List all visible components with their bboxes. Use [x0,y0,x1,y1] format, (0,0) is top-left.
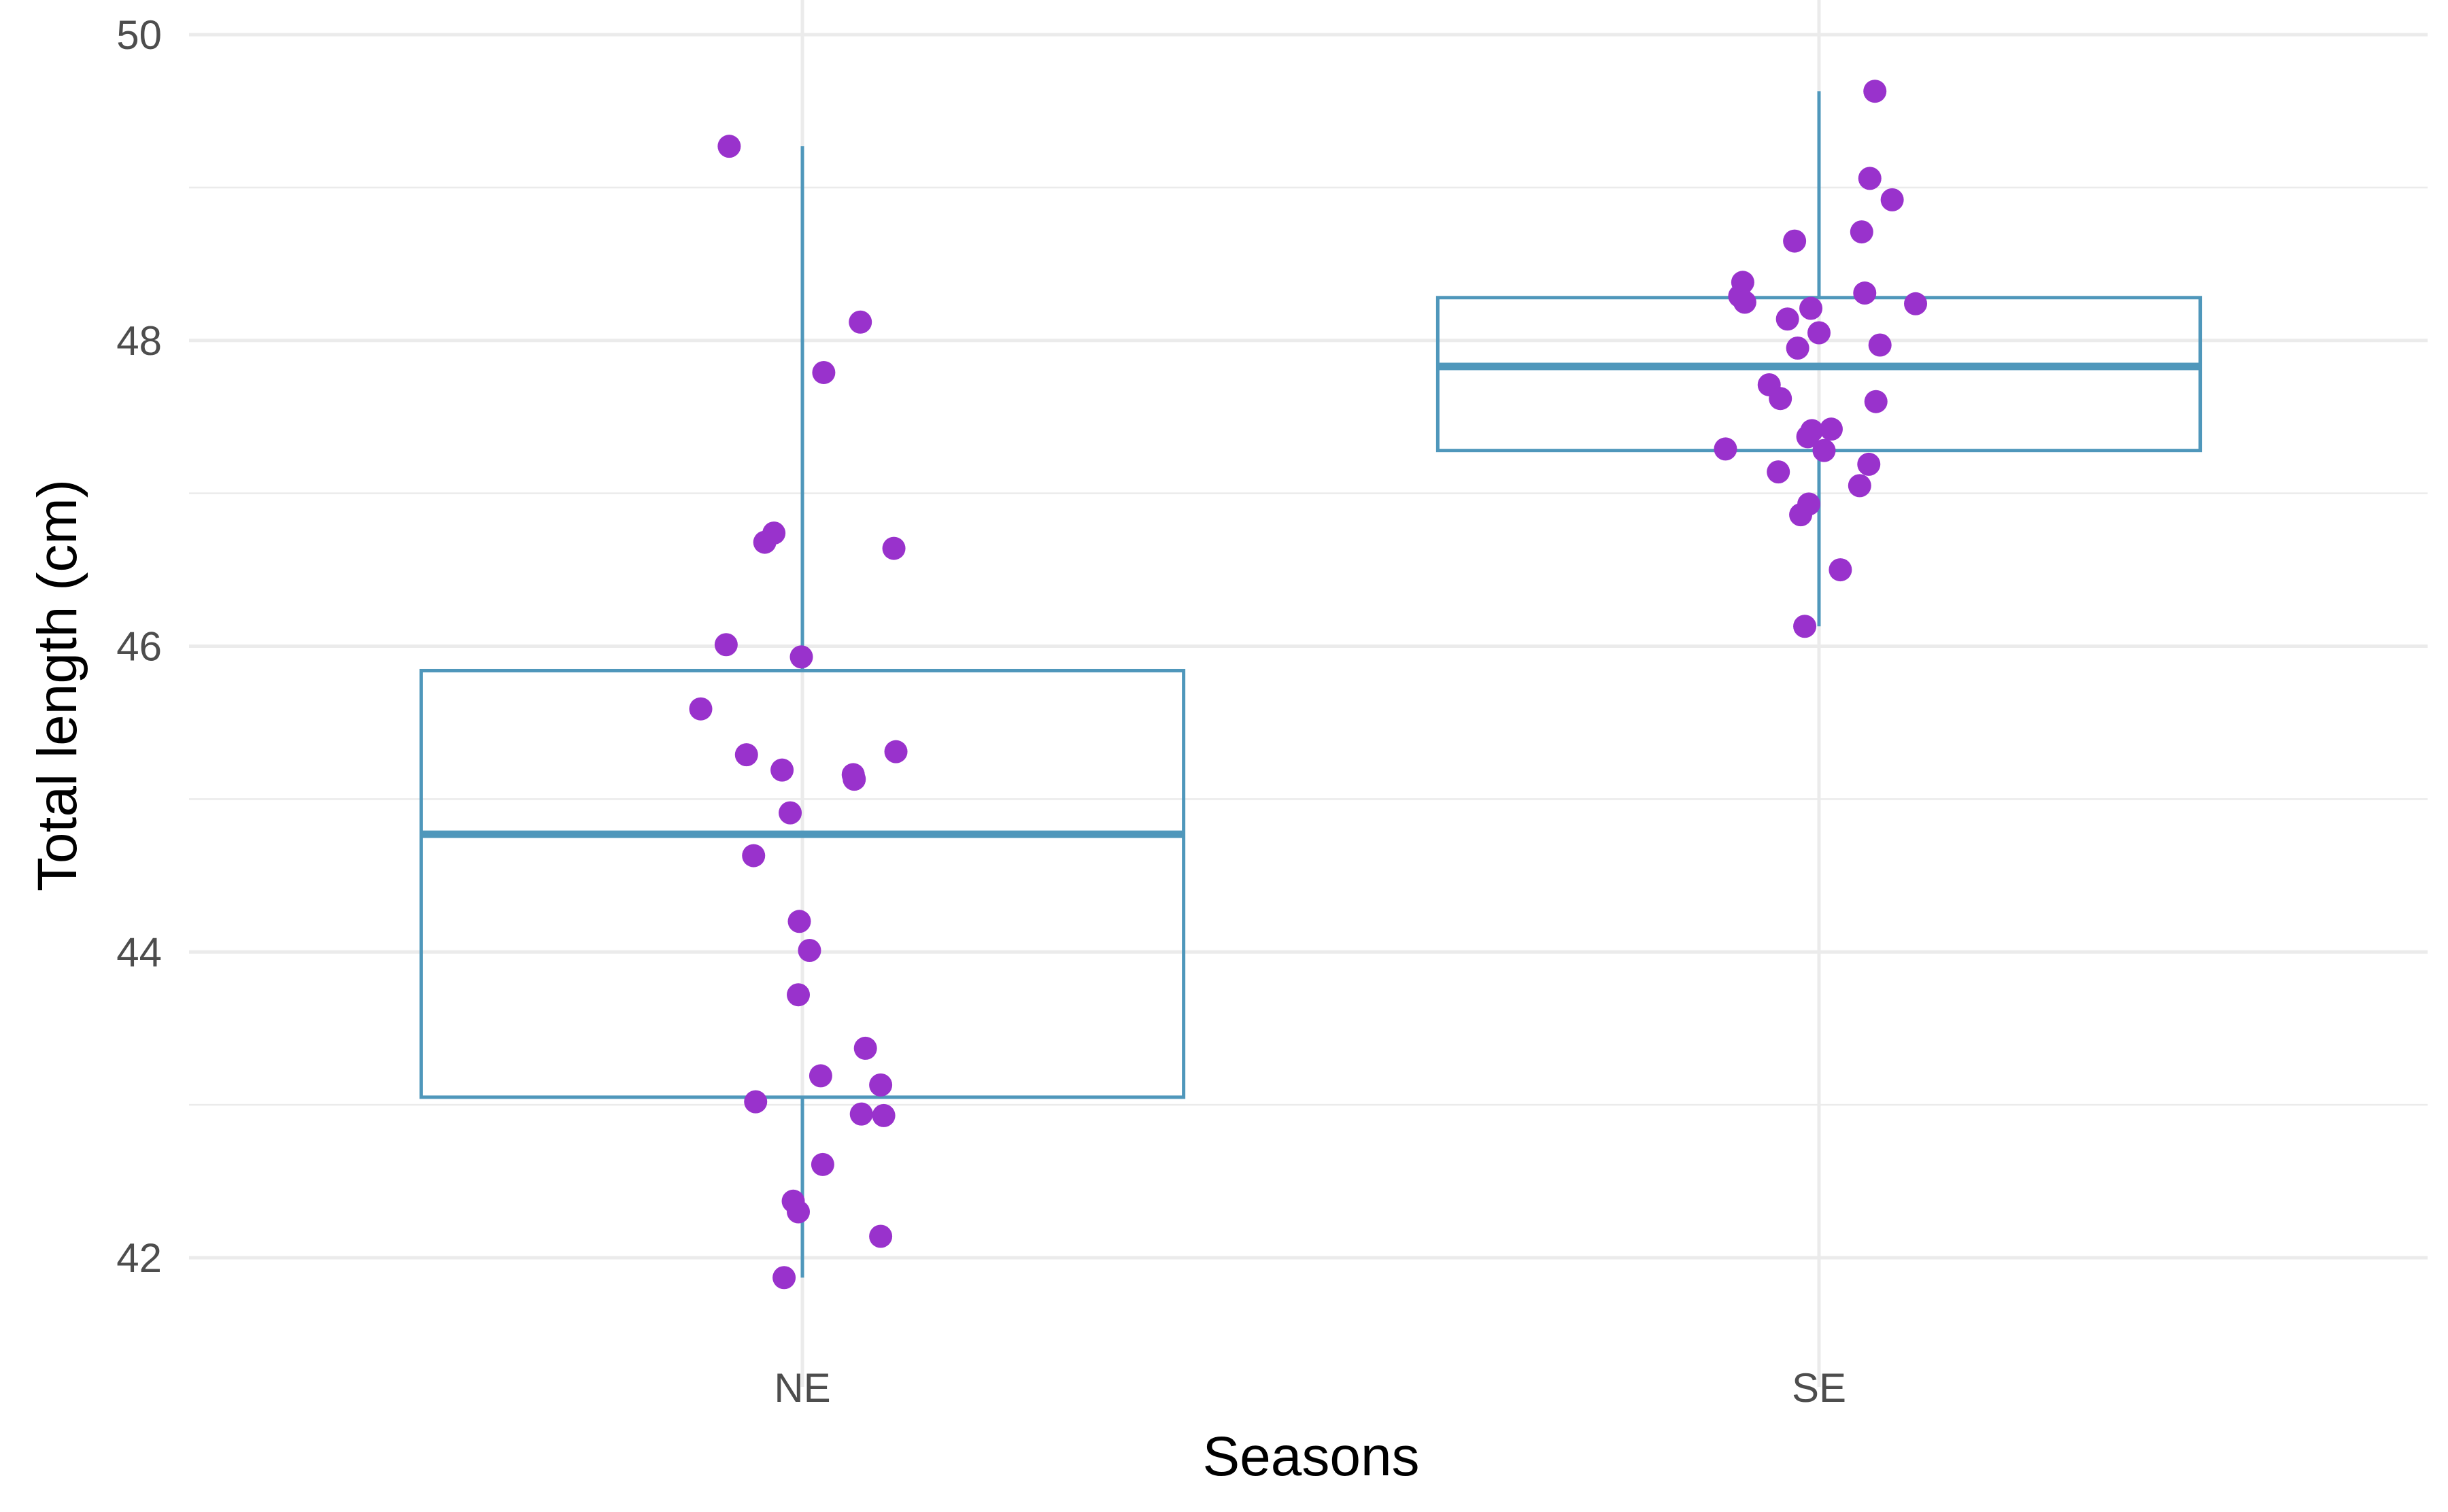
data-point [812,360,836,384]
data-point [849,310,872,334]
data-point [1793,615,1817,638]
data-point [1848,474,1871,498]
data-point [811,1152,834,1176]
data-point [787,983,811,1007]
data-point [789,645,813,669]
data-point [779,801,802,825]
data-points [689,80,1928,1290]
data-point [770,758,794,782]
data-point [1775,307,1799,331]
data-point [787,1200,811,1224]
data-point [1858,167,1882,190]
data-point [809,1064,832,1088]
data-point [717,135,741,158]
data-point [1829,558,1852,582]
data-point [1799,296,1823,320]
data-point [1786,336,1809,360]
data-point [689,697,713,721]
y-tick-label: 50 [116,12,162,58]
data-point [1819,417,1843,441]
data-point [1863,80,1887,103]
data-point [869,1073,893,1097]
data-point [742,844,766,867]
data-point [849,1102,873,1126]
box-ne [419,146,1186,1278]
data-point [1853,281,1877,305]
data-point [1807,321,1831,345]
data-point [1904,292,1928,315]
y-tick-label: 42 [116,1235,162,1281]
x-axis-ticks: NE SE [774,1365,1846,1411]
data-point [1783,229,1807,253]
data-point [744,1090,768,1114]
data-point [882,536,906,560]
y-axis-title: Total length (cm) [27,479,88,891]
data-point [1714,437,1737,461]
data-point [1857,452,1881,476]
data-point [1769,387,1792,411]
grid [189,0,2428,1387]
data-point [1850,220,1873,244]
data-point [1767,460,1790,484]
data-point [1733,290,1756,314]
data-point [1880,188,1904,211]
y-tick-label: 44 [116,929,162,975]
data-point [787,910,811,933]
box-se [1435,91,2203,627]
box-iqr [419,668,1186,1099]
x-tick-label: SE [1792,1365,1846,1411]
data-point [772,1266,796,1290]
data-point [869,1224,893,1248]
data-point [872,1103,896,1127]
y-axis-ticks: 42 44 46 48 50 [116,12,162,1281]
data-point [853,1036,877,1060]
data-point [798,939,821,963]
data-point [884,740,908,763]
data-point [1796,425,1820,449]
data-point [843,768,866,791]
y-tick-label: 46 [116,624,162,670]
y-tick-label: 48 [116,318,162,364]
data-point [1864,390,1888,413]
x-tick-label: NE [774,1365,830,1411]
data-point [753,530,777,554]
data-point [714,633,738,657]
data-point [734,743,758,767]
data-point [1868,333,1892,357]
data-point [1789,503,1813,527]
data-point [1812,439,1836,462]
boxes [419,91,2203,1278]
x-axis-title: Seasons [1202,1426,1419,1488]
